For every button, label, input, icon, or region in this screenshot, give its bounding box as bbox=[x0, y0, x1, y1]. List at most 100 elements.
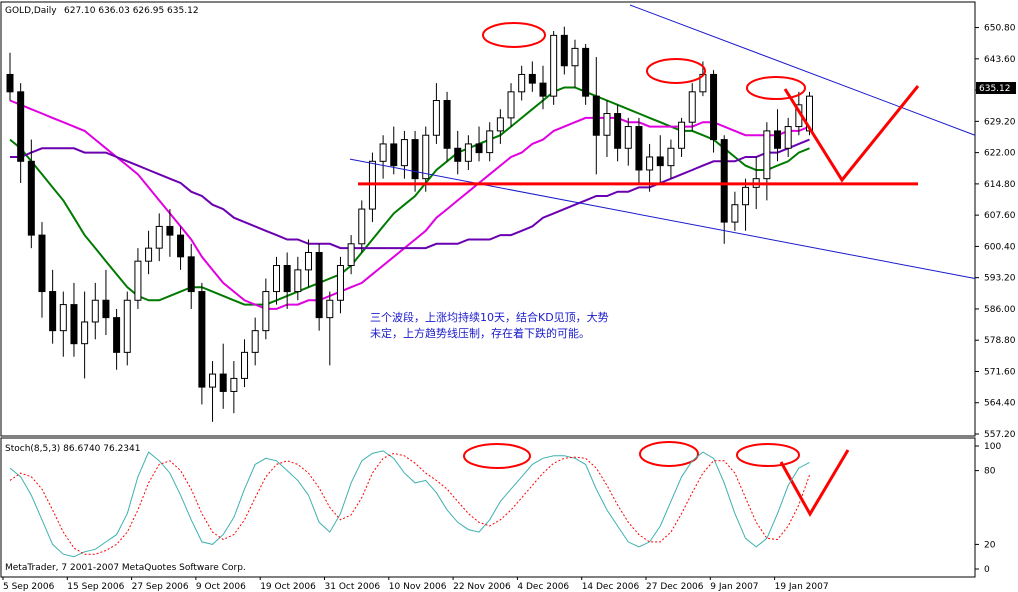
price-tag: 635.12 bbox=[979, 84, 1011, 94]
channel-upper-line bbox=[629, 4, 976, 136]
date-tick-label: 31 Oct 2006 bbox=[325, 582, 381, 592]
date-tick-label: 22 Nov 2006 bbox=[453, 582, 511, 592]
candle bbox=[624, 117, 632, 166]
candle bbox=[422, 126, 430, 192]
peak-ellipse bbox=[482, 22, 546, 48]
candle bbox=[507, 83, 515, 127]
candle-body-up bbox=[742, 186, 750, 206]
candle-body-up bbox=[358, 208, 366, 245]
candle bbox=[273, 256, 280, 305]
stoch-peak-ellipse bbox=[736, 443, 800, 467]
candle bbox=[528, 61, 536, 92]
candle-body-down bbox=[187, 256, 195, 293]
candle-body-up bbox=[432, 100, 440, 136]
candle-body-down bbox=[219, 373, 227, 392]
candle bbox=[70, 282, 78, 357]
date-tick-label: 19 Jan 2007 bbox=[775, 582, 829, 592]
candle-body-down bbox=[315, 251, 323, 319]
candle-body-up bbox=[155, 225, 163, 249]
candle-body-down bbox=[198, 291, 206, 388]
candle bbox=[571, 39, 579, 88]
candle-body-up bbox=[251, 330, 259, 353]
candle-body-up bbox=[507, 91, 515, 119]
forecast-v bbox=[783, 85, 920, 183]
candle-body-down bbox=[113, 317, 121, 353]
candle bbox=[251, 317, 259, 366]
peak-ellipse bbox=[646, 58, 706, 84]
candle-body-down bbox=[720, 139, 728, 223]
candle-body-up bbox=[91, 299, 99, 323]
stoch-peak-ellipse bbox=[639, 441, 699, 467]
date-tick-label: 5 Sep 2006 bbox=[3, 582, 55, 592]
stoch-axis: 100 80 20 0 bbox=[975, 442, 1001, 575]
candle bbox=[400, 130, 408, 179]
candle-body-down bbox=[49, 291, 57, 332]
candle bbox=[710, 70, 718, 153]
candle-body-up bbox=[241, 351, 249, 379]
stoch-peak-ellipse bbox=[463, 443, 531, 469]
candle bbox=[784, 117, 792, 157]
candle bbox=[326, 291, 334, 366]
price-tick-label: 614.80 bbox=[984, 180, 1016, 190]
candle bbox=[496, 109, 504, 144]
candle-body-down bbox=[17, 91, 25, 162]
candle bbox=[113, 308, 121, 370]
candle bbox=[720, 135, 728, 244]
candle-body-up bbox=[379, 143, 387, 162]
candle bbox=[81, 291, 89, 379]
main-chart-frame bbox=[0, 1, 976, 437]
candle bbox=[209, 361, 217, 422]
date-tick-label: 4 Dec 2006 bbox=[517, 582, 569, 592]
candle-body-down bbox=[592, 95, 600, 136]
candle bbox=[230, 361, 238, 414]
candle bbox=[347, 235, 355, 275]
candle-body-down bbox=[443, 100, 451, 149]
candle-body-up bbox=[81, 321, 89, 345]
date-tick-label: 9 Jan 2007 bbox=[710, 582, 758, 592]
candle bbox=[774, 109, 782, 162]
candle-body-up bbox=[336, 265, 344, 301]
candle-body-up bbox=[496, 117, 504, 132]
candle bbox=[475, 126, 483, 162]
annotation-line-1: 三个波段，上涨均持续10天，结合KD见顶，大势 bbox=[370, 310, 609, 324]
candle-body-down bbox=[166, 225, 174, 236]
stoch-panel-frame bbox=[0, 437, 976, 578]
date-tick-label: 10 Nov 2006 bbox=[389, 582, 447, 592]
candle bbox=[560, 26, 568, 75]
candle bbox=[262, 278, 270, 340]
price-tick-label: 607.60 bbox=[984, 211, 1016, 221]
candle-body-down bbox=[582, 47, 590, 97]
ma-line-purple bbox=[10, 138, 810, 250]
candle-body-down bbox=[411, 139, 419, 180]
peak-ellipse bbox=[746, 76, 806, 100]
candle bbox=[688, 83, 696, 131]
candle-body-down bbox=[177, 234, 185, 258]
candle-body-up bbox=[624, 126, 632, 149]
stoch-tick-label: 80 bbox=[984, 467, 996, 477]
candle-body-up bbox=[123, 299, 131, 353]
candle bbox=[6, 52, 14, 101]
candle-body-up bbox=[304, 251, 312, 271]
price-tick-label: 557.20 bbox=[984, 430, 1016, 440]
candle bbox=[336, 256, 344, 314]
candle bbox=[241, 339, 249, 388]
candle-body-down bbox=[710, 73, 718, 141]
candle bbox=[539, 65, 547, 110]
stoch-tick-label: 20 bbox=[984, 540, 996, 550]
candle bbox=[486, 122, 494, 162]
candle bbox=[145, 230, 153, 275]
candle-body-down bbox=[560, 34, 568, 67]
candle-body-down bbox=[102, 299, 110, 319]
stoch-signal-line bbox=[9, 452, 810, 555]
moving-averages bbox=[9, 86, 810, 310]
candle-body-down bbox=[614, 113, 622, 149]
candle-body-up bbox=[550, 34, 558, 97]
candle-body-down bbox=[475, 143, 483, 154]
price-tick-label: 593.20 bbox=[984, 274, 1016, 284]
candle-body-up bbox=[209, 373, 217, 388]
candle bbox=[177, 226, 185, 270]
candle-body-up bbox=[667, 147, 675, 167]
candle bbox=[390, 126, 398, 175]
candle-body-up bbox=[784, 126, 792, 149]
copyright: MetaTrader, 7 2001-2007 MetaQuotes Softw… bbox=[5, 563, 246, 573]
